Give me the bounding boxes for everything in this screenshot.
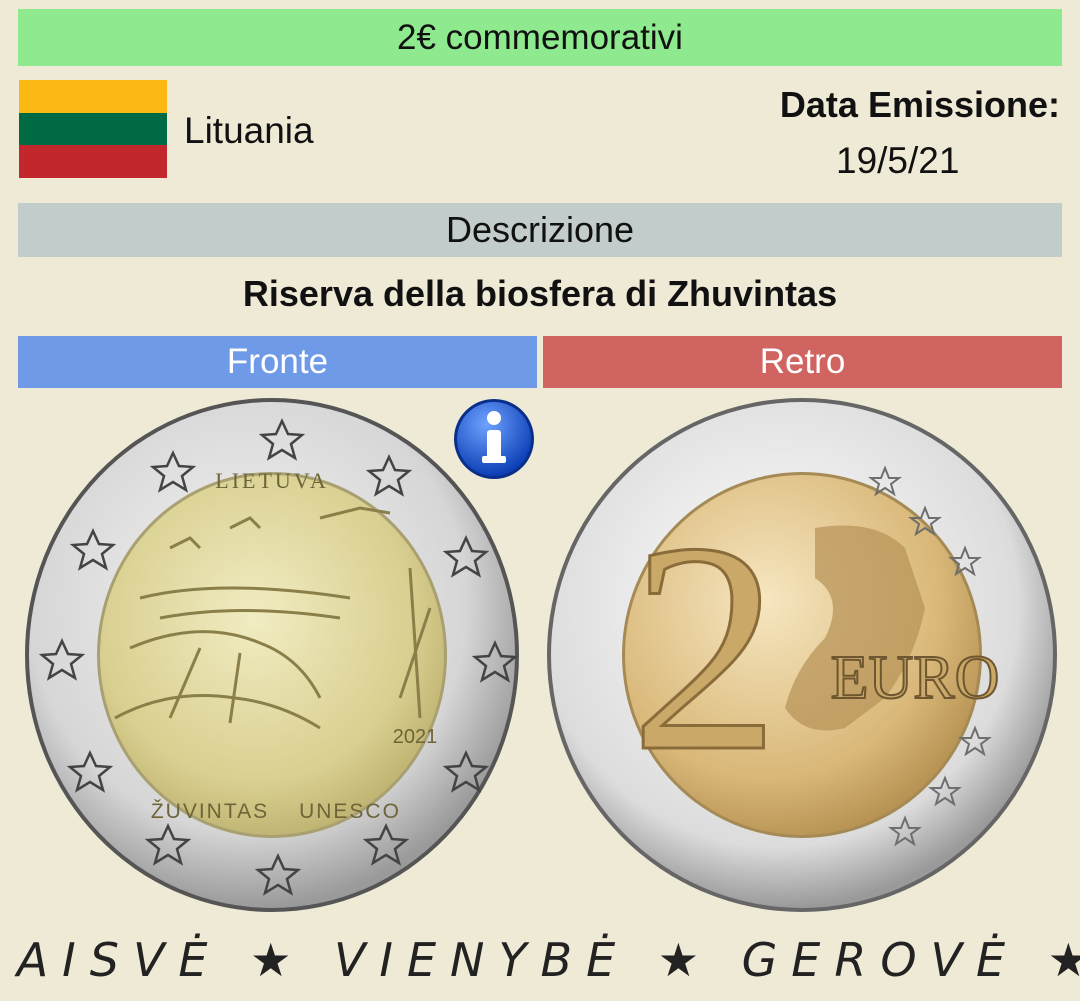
tab-back[interactable]: Retro xyxy=(543,336,1062,388)
lithuania-flag xyxy=(19,80,167,178)
coin-front-bottom-right: UNESCO xyxy=(299,800,401,823)
emission-date-label: Data Emissione: xyxy=(779,84,1060,125)
country-name: Lituania xyxy=(184,110,314,151)
header-bar: 2€ commemorativi xyxy=(18,9,1062,66)
ring-star xyxy=(66,750,114,793)
description-label: Descrizione xyxy=(445,209,635,250)
ring-star xyxy=(38,638,86,681)
coin-front-image[interactable]: LIETUVA 2021 ŽUVINTAS UNESCO xyxy=(20,398,525,918)
coin-front-year: 2021 xyxy=(393,726,438,748)
coin-edge-inscription: LAISVĖ ★ VIENYBĖ ★ GEROVĖ ★ xyxy=(0,933,1080,987)
ring-star xyxy=(258,418,306,461)
ring-star xyxy=(365,454,413,497)
ring-star xyxy=(69,528,117,571)
ring-star xyxy=(362,823,410,866)
ring-star xyxy=(471,640,519,683)
coin-front-top-text: LIETUVA xyxy=(215,468,328,493)
tab-back-label: Retro xyxy=(759,342,846,381)
header-title: 2€ commemorativi xyxy=(397,17,683,57)
ring-star xyxy=(254,853,302,896)
coin-back-numeral: 2 xyxy=(630,481,780,813)
ring-star xyxy=(442,750,490,793)
ring-star xyxy=(442,535,490,578)
description-header: Descrizione xyxy=(18,203,1062,257)
ring-star xyxy=(144,823,192,866)
coin-back-word: EURO xyxy=(831,644,1000,712)
description-text: Riserva della biosfera di Zhuvintas xyxy=(242,273,838,314)
emission-date-value: 19/5/21 xyxy=(836,140,960,181)
tab-front-label: Fronte xyxy=(226,342,329,381)
edge-inscription-text: LAISVĖ ★ VIENYBĖ ★ GEROVĖ ★ xyxy=(0,933,1080,987)
ring-star xyxy=(149,450,197,493)
info-icon[interactable] xyxy=(451,396,537,482)
tab-front[interactable]: Fronte xyxy=(18,336,537,388)
coin-front-bottom-left: ŽUVINTAS xyxy=(151,800,269,823)
coin-back-image[interactable]: 2 EURO xyxy=(545,398,1060,918)
